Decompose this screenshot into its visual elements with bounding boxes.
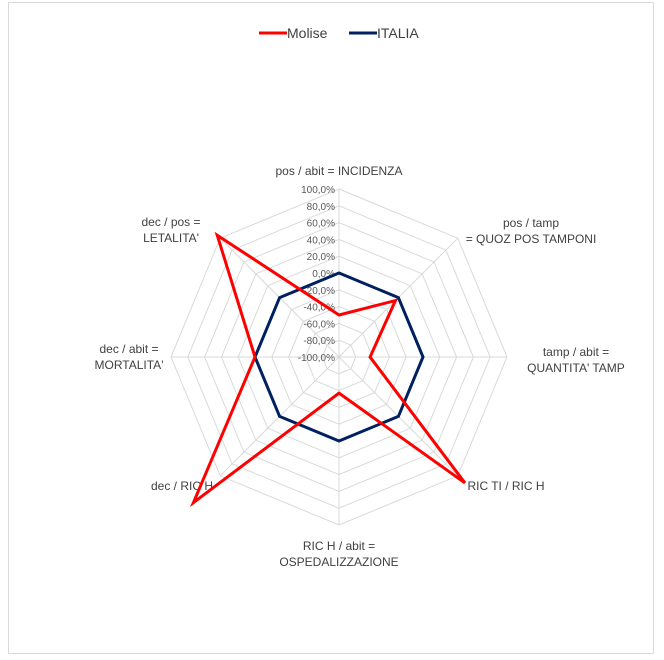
tick-label: -40,0% <box>303 303 335 314</box>
tick-label: 80,0% <box>307 202 335 213</box>
legend-label: Molise <box>287 25 328 41</box>
axis-label: MORTALITA' <box>95 358 164 372</box>
axis-labels: pos / abit = INCIDENZA pos / tamp = QUOZ P… <box>95 164 625 569</box>
axis-label: RIC TI / RIC H <box>467 479 544 493</box>
axis-label: pos / tamp <box>503 216 559 230</box>
series-line-italia <box>253 271 425 443</box>
series-group <box>189 231 467 508</box>
radar-chart: Molise ITALIA -100,0% -80,0% -60,0% -40,0% -2… <box>95 25 625 569</box>
legend-label: ITALIA <box>377 25 419 41</box>
tick-label: 60,0% <box>307 219 335 230</box>
tick-label: -20,0% <box>303 286 335 297</box>
tick-label: -80,0% <box>303 336 335 347</box>
axis-label: tamp / abit = <box>543 345 609 359</box>
series-line-molise <box>189 231 467 508</box>
axis-label: OSPEDALIZZAZIONE <box>279 555 398 569</box>
tick-label: 100,0% <box>301 185 335 196</box>
tick-label: -100,0% <box>298 353 335 364</box>
axis-label: dec / pos = <box>141 215 200 229</box>
axis-label: pos / abit = INCIDENZA <box>275 164 402 178</box>
tick-label: 0,0% <box>312 269 335 280</box>
chart-frame: Molise ITALIA -100,0% -80,0% -60,0% -40,0% -2… <box>8 2 654 654</box>
axis-label: dec / abit = <box>99 342 158 356</box>
axis-label: RIC H / abit = <box>303 539 375 553</box>
tick-labels: -100,0% -80,0% -60,0% -40,0% -20,0% 0,0% 20,0%… <box>298 185 335 364</box>
tick-label: -60,0% <box>303 319 335 330</box>
axis-label: LETALITA' <box>143 231 199 245</box>
legend: Molise ITALIA <box>259 25 419 41</box>
tick-label: 40,0% <box>307 235 335 246</box>
axis-label: QUANTITA' TAMP <box>527 361 625 375</box>
axis-label: = QUOZ POS TAMPONI <box>466 232 597 246</box>
tick-label: 20,0% <box>307 252 335 263</box>
